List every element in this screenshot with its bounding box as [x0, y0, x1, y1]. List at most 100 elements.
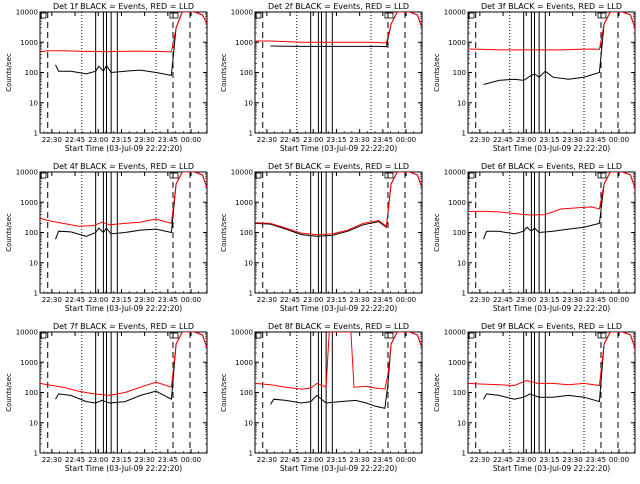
corner-box	[40, 172, 47, 179]
panel-title: Det 8f BLACK = Events, RED = LLD	[268, 322, 409, 331]
plot-frame	[254, 11, 423, 134]
y-tick-label: 10	[244, 419, 253, 427]
plot-area	[255, 172, 422, 293]
y-tick-label: 10000	[16, 329, 38, 337]
x-tick-label: 22:45	[65, 456, 85, 464]
y-tick-label: 1000	[448, 359, 466, 367]
x-tick-label: 23:15	[111, 136, 131, 144]
x-tick-label: 23:45	[586, 456, 606, 464]
panel-title: Det 4f BLACK = Events, RED = LLD	[53, 162, 194, 171]
panel-5: Det 5f BLACK = Events, RED = LLD 1 10 100 10…	[220, 162, 423, 313]
x-tick-label: 22:30	[470, 136, 490, 144]
y-tick-label: 100	[453, 229, 466, 237]
corner-box	[169, 12, 179, 19]
x-tick-label: 00:00	[396, 296, 416, 304]
plot-area	[40, 12, 207, 133]
x-tick-label: 22:30	[470, 456, 490, 464]
y-tick-label: 1000	[20, 359, 38, 367]
corner-box	[597, 172, 607, 179]
y-tick-label: 10000	[231, 329, 253, 337]
plot-area	[40, 172, 207, 293]
y-tick-label: 100	[240, 69, 253, 77]
panel-title: Det 3f BLACK = Events, RED = LLD	[481, 2, 622, 11]
x-tick-label: 22:45	[493, 456, 513, 464]
plot-area	[468, 332, 635, 453]
x-tick-label: 23:00	[303, 136, 323, 144]
y-tick-label: 100	[453, 389, 466, 397]
x-tick-label: 23:15	[539, 296, 559, 304]
x-tick-label: 23:45	[586, 136, 606, 144]
x-tick-label: 00:00	[609, 136, 629, 144]
y-axis-label: Counts/sec	[433, 213, 441, 252]
lld-series-line	[40, 172, 207, 227]
x-tick-label: 00:00	[609, 456, 629, 464]
panel-title: Det 1f BLACK = Events, RED = LLD	[53, 2, 194, 11]
x-tick-label: 00:00	[181, 296, 201, 304]
panel-title: Det 5f BLACK = Events, RED = LLD	[268, 162, 409, 171]
plot-frame	[467, 331, 636, 454]
corner-box	[255, 12, 262, 19]
x-tick-label: 00:00	[181, 456, 201, 464]
corner-box	[468, 12, 475, 19]
x-tick-label: 22:45	[280, 456, 300, 464]
x-tick-label: 23:30	[563, 296, 583, 304]
y-tick-label: 10000	[444, 329, 466, 337]
panel-title: Det 2f BLACK = Events, RED = LLD	[268, 2, 409, 11]
x-axis-label: Start Time (03-Jul-09 22:22:20)	[280, 464, 397, 473]
y-tick-label: 100	[240, 389, 253, 397]
lld-series-line	[255, 332, 422, 390]
y-tick-label: 10	[457, 259, 466, 267]
corner-box	[468, 332, 475, 339]
x-tick-label: 23:15	[326, 296, 346, 304]
y-tick-label: 1	[462, 130, 466, 138]
x-tick-label: 23:00	[303, 456, 323, 464]
x-tick-label: 22:30	[42, 456, 62, 464]
x-tick-label: 22:30	[470, 296, 490, 304]
x-tick-label: 23:30	[350, 456, 370, 464]
y-tick-label: 10	[244, 259, 253, 267]
panel-7: Det 7f BLACK = Events, RED = LLD 1 10 100 10…	[5, 322, 208, 473]
y-axis-label: Counts/sec	[220, 373, 228, 412]
x-tick-label: 23:45	[373, 456, 393, 464]
x-tick-label: 23:30	[563, 456, 583, 464]
x-tick-label: 23:45	[158, 456, 178, 464]
corner-box	[384, 332, 394, 339]
y-tick-label: 10000	[444, 9, 466, 17]
y-axis-label: Counts/sec	[5, 373, 13, 412]
events-series-line	[55, 332, 207, 404]
y-tick-label: 100	[25, 229, 38, 237]
x-axis-label: Start Time (03-Jul-09 22:22:20)	[493, 304, 610, 313]
x-tick-label: 23:45	[158, 136, 178, 144]
x-tick-label: 22:30	[42, 296, 62, 304]
x-tick-label: 23:15	[111, 456, 131, 464]
x-tick-label: 22:45	[493, 296, 513, 304]
y-tick-label: 10	[29, 259, 38, 267]
x-tick-label: 23:15	[111, 296, 131, 304]
panel-title: Det 9f BLACK = Events, RED = LLD	[481, 322, 622, 331]
x-tick-label: 23:15	[326, 456, 346, 464]
plot-frame	[467, 11, 636, 134]
corner-box	[169, 172, 179, 179]
x-tick-label: 23:00	[88, 296, 108, 304]
y-tick-label: 1	[34, 130, 38, 138]
corner-box	[40, 332, 47, 339]
plot-area	[468, 172, 635, 293]
panel-title: Det 6f BLACK = Events, RED = LLD	[481, 162, 622, 171]
y-tick-label: 10	[457, 419, 466, 427]
x-axis-label: Start Time (03-Jul-09 22:22:20)	[65, 144, 182, 153]
x-tick-label: 22:45	[65, 136, 85, 144]
corner-box	[169, 332, 179, 339]
plot-frame	[467, 171, 636, 294]
y-tick-label: 1000	[20, 199, 38, 207]
y-tick-label: 1	[462, 450, 466, 458]
y-tick-label: 100	[25, 69, 38, 77]
x-tick-label: 23:15	[539, 136, 559, 144]
lld-series-line	[40, 332, 207, 396]
x-axis-label: Start Time (03-Jul-09 22:22:20)	[493, 144, 610, 153]
y-tick-label: 1	[249, 450, 253, 458]
plot-area	[40, 332, 207, 453]
lld-series-line	[468, 332, 635, 387]
x-tick-label: 23:30	[135, 456, 155, 464]
y-axis-label: Counts/sec	[5, 53, 13, 92]
